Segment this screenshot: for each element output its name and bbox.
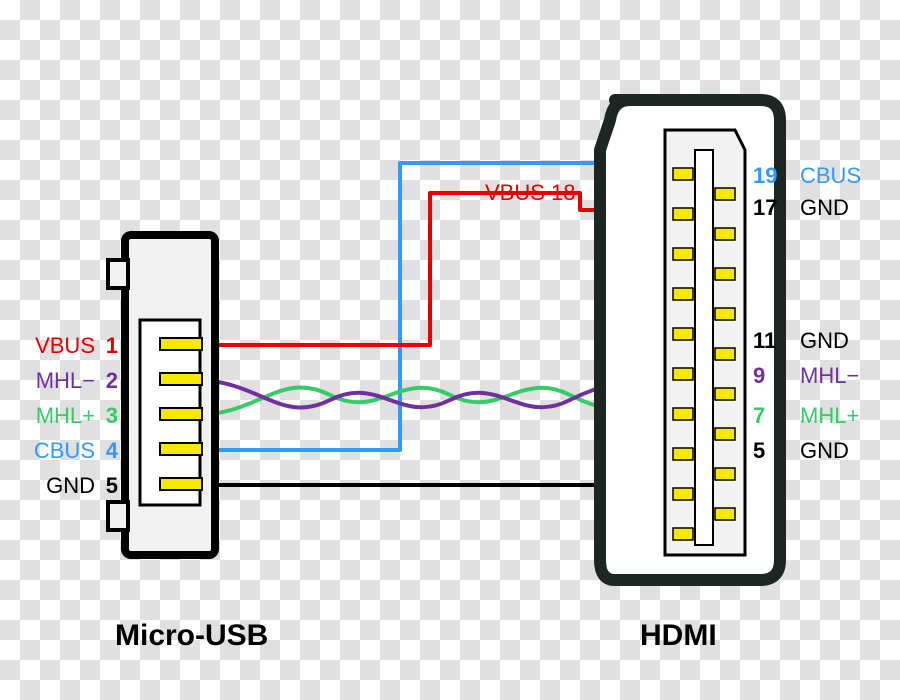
hdmi-label-gnd11: GND — [800, 328, 849, 353]
hdmi-label-mhlplus: MHL+ — [800, 403, 859, 428]
usb-pin4-num: 4 — [106, 438, 119, 463]
hdmi-label-gnd17: GND — [800, 195, 849, 220]
title-hdmi: HDMI — [640, 619, 717, 652]
usb-pin-numbers: 1 2 3 4 5 — [106, 333, 119, 498]
usb-signal-labels: VBUS MHL− MHL+ CBUS GND — [34, 333, 95, 498]
vbus18-label: VBUS 18 — [485, 180, 576, 205]
hdmi-signal-labels: CBUS GND GND MHL− MHL+ GND — [800, 163, 861, 463]
usb-label-vbus: VBUS — [35, 333, 95, 358]
usb-label-mhlminus: MHL− — [36, 368, 95, 393]
usb-label-mhlplus: MHL+ — [36, 403, 95, 428]
hdmi-num-5: 5 — [753, 438, 765, 463]
usb-pin5-num: 5 — [106, 473, 118, 498]
hdmi-label-cbus: CBUS — [800, 163, 861, 188]
hdmi-num-11: 11 — [753, 328, 776, 353]
hdmi-label-gnd5: GND — [800, 438, 849, 463]
hdmi-num-9: 9 — [753, 363, 765, 388]
usb-pin3-num: 3 — [106, 403, 118, 428]
usb-label-gnd: GND — [46, 473, 95, 498]
hdmi-num-17: 17 — [753, 195, 777, 220]
hdmi-num-7: 7 — [753, 403, 765, 428]
micro-usb-connector — [108, 235, 215, 555]
usb-pin1-num: 1 — [106, 333, 118, 358]
hdmi-num-19: 19 — [753, 163, 777, 188]
hdmi-label-mhlminus: MHL− — [800, 363, 859, 388]
title-microusb: Micro-USB — [115, 619, 268, 652]
usb-pin2-num: 2 — [106, 368, 118, 393]
usb-label-cbus: CBUS — [34, 438, 95, 463]
